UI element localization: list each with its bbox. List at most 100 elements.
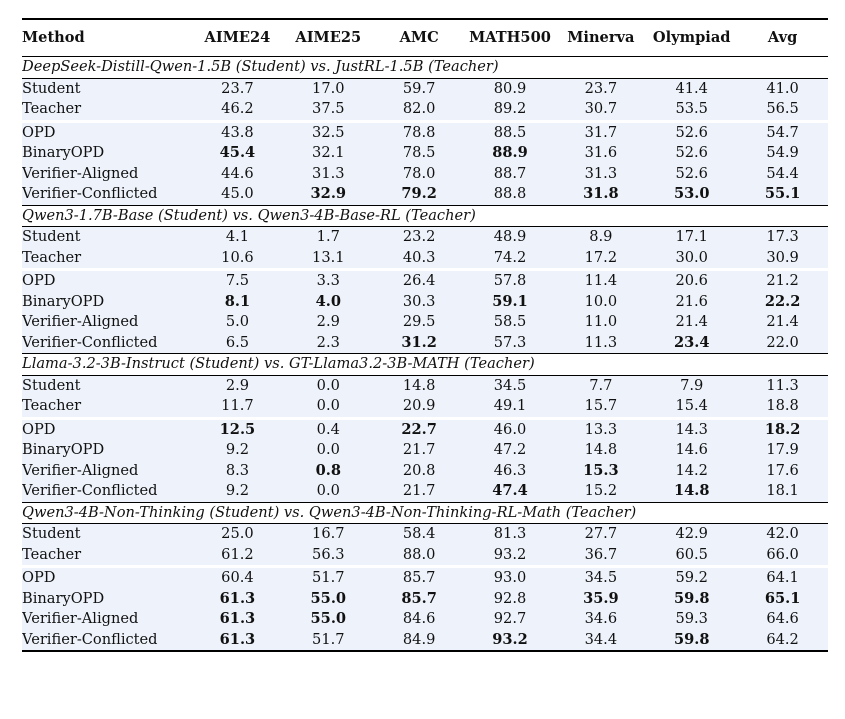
value-cell: 46.0 xyxy=(464,416,556,440)
table-row: Student 4.1 1.7 23.2 48.9 8.9 17.1 17.3 xyxy=(22,226,829,248)
column-header-aime25: AIME25 xyxy=(282,18,374,57)
value-cell: 92.8 xyxy=(464,588,556,609)
value-cell: 61.3 xyxy=(192,609,283,630)
value-cell: 58.5 xyxy=(464,312,556,333)
method-cell: OPD xyxy=(22,416,192,440)
value-cell: 5.0 xyxy=(192,312,283,333)
value-cell: 32.9 xyxy=(282,184,374,206)
value-cell: 47.4 xyxy=(464,481,556,503)
table-row: Student 25.0 16.7 58.4 81.3 27.7 42.9 42.0 xyxy=(22,523,829,545)
value-cell: 59.8 xyxy=(646,629,738,652)
table-row: Student 2.9 0.0 14.8 34.5 7.7 7.9 11.3 xyxy=(22,375,829,396)
value-cell: 46.2 xyxy=(192,99,283,121)
table-row: Teacher 10.6 13.1 40.3 74.2 17.2 30.0 30.9 xyxy=(22,247,829,270)
value-cell: 11.3 xyxy=(737,375,829,396)
method-cell: Student xyxy=(22,78,192,99)
column-header-method: Method xyxy=(22,18,192,57)
value-cell: 8.3 xyxy=(192,460,283,481)
value-cell: 14.8 xyxy=(555,440,647,461)
value-cell: 52.6 xyxy=(646,163,738,184)
value-cell: 20.9 xyxy=(373,396,465,418)
results-table: Method AIME24 AIME25 AMC MATH500 Minerva… xyxy=(22,18,829,652)
value-cell: 13.3 xyxy=(555,416,647,440)
value-cell: 15.2 xyxy=(555,481,647,503)
value-cell: 93.2 xyxy=(464,544,556,567)
value-cell: 31.3 xyxy=(282,163,374,184)
method-cell: Verifier-Conflicted xyxy=(22,332,192,354)
value-cell: 55.1 xyxy=(737,184,829,206)
value-cell: 20.6 xyxy=(646,268,738,292)
method-cell: Verifier-Aligned xyxy=(22,312,192,333)
value-cell: 35.9 xyxy=(555,588,647,609)
method-cell: Student xyxy=(22,523,192,545)
table-body: DeepSeek-Distill-Qwen-1.5B (Student) vs.… xyxy=(22,56,829,652)
value-cell: 55.0 xyxy=(282,609,374,630)
value-cell: 61.3 xyxy=(192,629,283,652)
value-cell: 34.5 xyxy=(555,565,647,589)
value-cell: 36.7 xyxy=(555,544,647,567)
value-cell: 0.0 xyxy=(282,440,374,461)
value-cell: 42.0 xyxy=(737,523,829,545)
value-cell: 47.2 xyxy=(464,440,556,461)
column-header-avg: Avg xyxy=(737,18,829,57)
table-row: Verifier-Conflicted 9.2 0.0 21.7 47.4 15.2 14.… xyxy=(22,481,829,503)
value-cell: 31.3 xyxy=(555,163,647,184)
section-title-row: DeepSeek-Distill-Qwen-1.5B (Student) vs.… xyxy=(22,56,829,79)
value-cell: 60.5 xyxy=(646,544,738,567)
value-cell: 22.7 xyxy=(373,416,465,440)
value-cell: 85.7 xyxy=(373,565,465,589)
value-cell: 31.8 xyxy=(555,184,647,206)
value-cell: 14.2 xyxy=(646,460,738,481)
method-cell: Teacher xyxy=(22,99,192,121)
value-cell: 17.6 xyxy=(737,460,829,481)
table-row: OPD 12.5 0.4 22.7 46.0 13.3 14.3 18.2 xyxy=(22,416,829,440)
value-cell: 10.0 xyxy=(555,291,647,312)
value-cell: 79.2 xyxy=(373,184,465,206)
value-cell: 0.0 xyxy=(282,375,374,396)
table-row: Verifier-Conflicted 6.5 2.3 31.2 57.3 11.3 23.… xyxy=(22,332,829,354)
value-cell: 8.9 xyxy=(555,226,647,248)
value-cell: 18.8 xyxy=(737,396,829,418)
value-cell: 66.0 xyxy=(737,544,829,567)
value-cell: 14.8 xyxy=(646,481,738,503)
value-cell: 4.1 xyxy=(192,226,283,248)
value-cell: 53.0 xyxy=(646,184,738,206)
value-cell: 0.0 xyxy=(282,396,374,418)
value-cell: 32.5 xyxy=(282,119,374,143)
column-header-aime24: AIME24 xyxy=(192,18,283,57)
value-cell: 88.5 xyxy=(464,119,556,143)
table-row: OPD 60.4 51.7 85.7 93.0 34.5 59.2 64.1 xyxy=(22,565,829,589)
value-cell: 30.9 xyxy=(737,247,829,270)
value-cell: 54.4 xyxy=(737,163,829,184)
value-cell: 32.1 xyxy=(282,143,374,164)
section-title: Llama-3.2-3B-Instruct (Student) vs. GT-L… xyxy=(22,353,829,376)
method-cell: Teacher xyxy=(22,544,192,567)
value-cell: 31.2 xyxy=(373,332,465,354)
value-cell: 51.7 xyxy=(282,565,374,589)
value-cell: 42.9 xyxy=(646,523,738,545)
value-cell: 81.3 xyxy=(464,523,556,545)
value-cell: 64.1 xyxy=(737,565,829,589)
value-cell: 54.9 xyxy=(737,143,829,164)
value-cell: 12.5 xyxy=(192,416,283,440)
value-cell: 55.0 xyxy=(282,588,374,609)
method-cell: Student xyxy=(22,375,192,396)
value-cell: 13.1 xyxy=(282,247,374,270)
section-title-row: Qwen3-1.7B-Base (Student) vs. Qwen3-4B-B… xyxy=(22,205,829,227)
section-title-row: Qwen3-4B-Non-Thinking (Student) vs. Qwen… xyxy=(22,502,829,524)
value-cell: 84.6 xyxy=(373,609,465,630)
value-cell: 30.3 xyxy=(373,291,465,312)
value-cell: 11.4 xyxy=(555,268,647,292)
section-title: Qwen3-1.7B-Base (Student) vs. Qwen3-4B-B… xyxy=(22,205,829,227)
column-header-amc: AMC xyxy=(373,18,465,57)
method-cell: Verifier-Conflicted xyxy=(22,629,192,652)
table-row: Verifier-Conflicted 61.3 51.7 84.9 93.2 34.4 5… xyxy=(22,629,829,652)
table-row: BinaryOPD 61.3 55.0 85.7 92.8 35.9 59.8 65.1 xyxy=(22,588,829,609)
value-cell: 31.7 xyxy=(555,119,647,143)
value-cell: 43.8 xyxy=(192,119,283,143)
value-cell: 21.7 xyxy=(373,481,465,503)
value-cell: 34.4 xyxy=(555,629,647,652)
value-cell: 11.3 xyxy=(555,332,647,354)
value-cell: 88.0 xyxy=(373,544,465,567)
value-cell: 48.9 xyxy=(464,226,556,248)
